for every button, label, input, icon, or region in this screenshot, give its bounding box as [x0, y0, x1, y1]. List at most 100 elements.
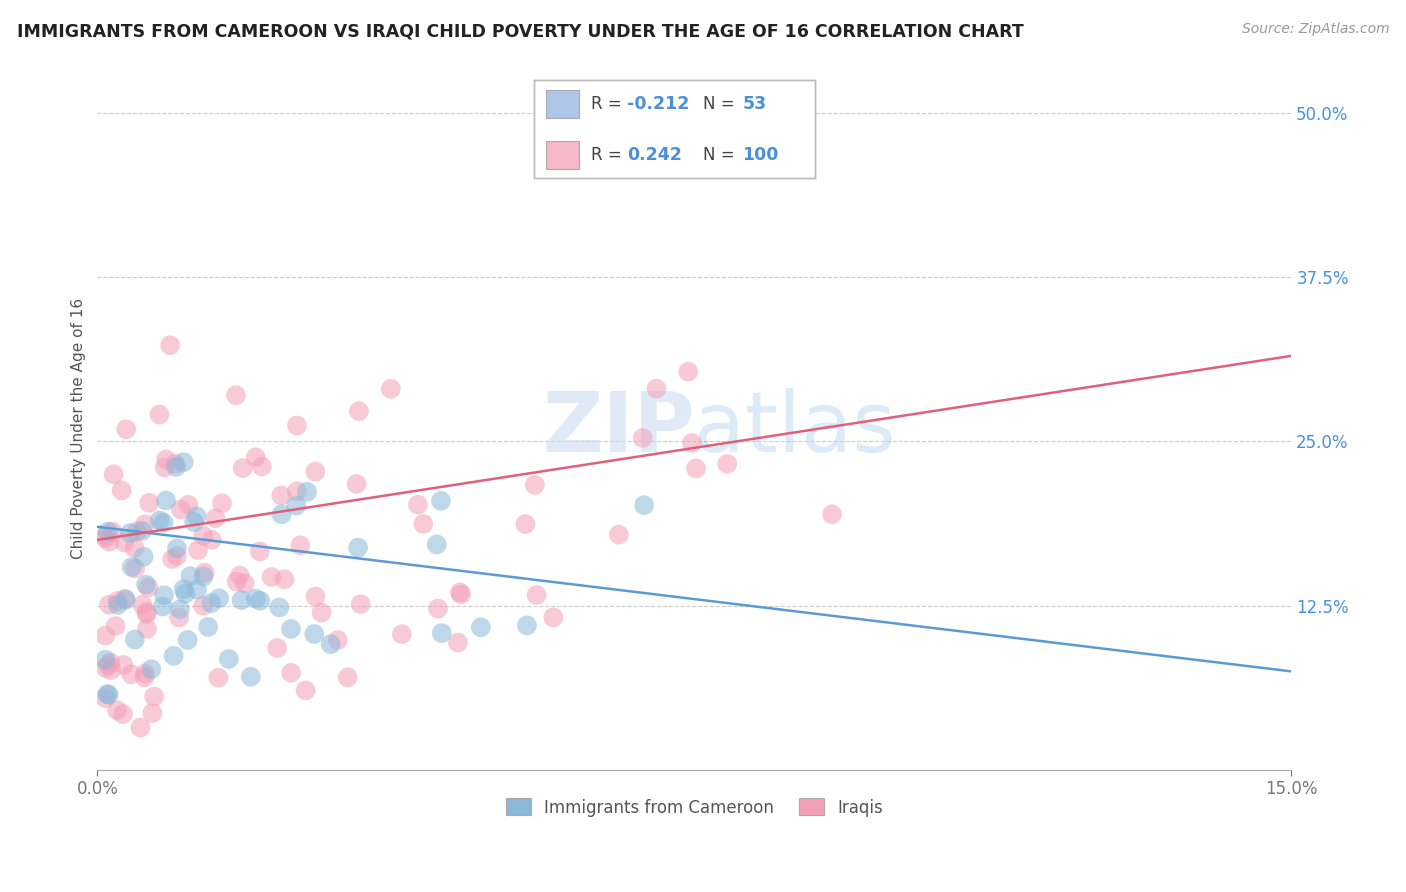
Point [447, 635, 470, 649]
Point [135, 605, 157, 619]
Point [218, 652, 240, 666]
Point [201, 533, 224, 547]
Point [260, 570, 283, 584]
Point [716, 457, 738, 471]
Point [290, 538, 312, 552]
Point [112, 657, 135, 672]
Point [249, 594, 271, 608]
Point [100, 656, 122, 670]
Point [225, 388, 247, 402]
Point [143, 690, 166, 704]
Point [97, 658, 120, 673]
Point [177, 632, 200, 647]
Point [107, 598, 129, 612]
Point [304, 465, 326, 479]
Point [132, 549, 155, 564]
Text: atlas: atlas [695, 388, 896, 468]
Point [177, 498, 200, 512]
Point [208, 591, 231, 606]
Point [136, 622, 159, 636]
Text: ZIP: ZIP [541, 388, 695, 468]
Point [607, 527, 630, 541]
Point [94, 661, 117, 675]
Point [346, 477, 368, 491]
Text: Source: ZipAtlas.com: Source: ZipAtlas.com [1241, 22, 1389, 37]
Text: R =: R = [591, 146, 627, 164]
Point [124, 632, 146, 647]
Point [336, 670, 359, 684]
Point [124, 541, 146, 555]
Point [124, 561, 146, 575]
Point [155, 493, 177, 508]
Point [148, 408, 170, 422]
Point [165, 457, 187, 471]
Point [645, 382, 668, 396]
Point [326, 633, 349, 648]
Point [110, 483, 132, 498]
Point [427, 601, 450, 615]
Point [191, 599, 214, 613]
Point [633, 498, 655, 512]
Point [229, 568, 252, 582]
Point [141, 662, 163, 676]
Point [97, 524, 120, 539]
Point [167, 610, 190, 624]
Point [155, 452, 177, 467]
Point [245, 591, 267, 606]
Point [631, 431, 654, 445]
Point [115, 592, 138, 607]
Point [149, 514, 172, 528]
Point [166, 541, 188, 556]
Text: R =: R = [591, 95, 627, 112]
Point [280, 622, 302, 636]
Text: 53: 53 [742, 95, 766, 112]
Point [204, 511, 226, 525]
Point [94, 691, 117, 706]
Text: N =: N = [703, 95, 740, 112]
Point [430, 626, 453, 640]
Y-axis label: Child Poverty Under the Age of 16: Child Poverty Under the Age of 16 [72, 298, 86, 558]
Point [125, 524, 148, 539]
Point [134, 517, 156, 532]
Point [114, 591, 136, 606]
Point [285, 499, 308, 513]
Point [138, 496, 160, 510]
Point [169, 602, 191, 616]
Point [98, 534, 121, 549]
Point [543, 610, 565, 624]
Point [470, 620, 492, 634]
Point [170, 502, 193, 516]
Point [200, 596, 222, 610]
Point [225, 574, 247, 589]
Point [270, 508, 292, 522]
Point [97, 688, 120, 702]
Point [160, 552, 183, 566]
Point [350, 597, 373, 611]
FancyBboxPatch shape [546, 90, 579, 118]
FancyBboxPatch shape [546, 141, 579, 169]
Point [285, 418, 308, 433]
Point [406, 498, 429, 512]
Point [232, 461, 254, 475]
Point [129, 721, 152, 735]
Point [450, 587, 472, 601]
Point [120, 667, 142, 681]
Point [96, 687, 118, 701]
Point [319, 637, 342, 651]
Point [138, 581, 160, 595]
Point [159, 338, 181, 352]
Point [134, 666, 156, 681]
Point [94, 653, 117, 667]
Point [183, 515, 205, 529]
Point [239, 670, 262, 684]
Point [412, 516, 434, 531]
Point [269, 600, 291, 615]
Point [134, 670, 156, 684]
Point [135, 577, 157, 591]
Text: 100: 100 [742, 146, 779, 164]
Point [94, 529, 117, 543]
Point [104, 619, 127, 633]
Point [676, 365, 699, 379]
Point [94, 531, 117, 545]
Point [187, 543, 209, 558]
